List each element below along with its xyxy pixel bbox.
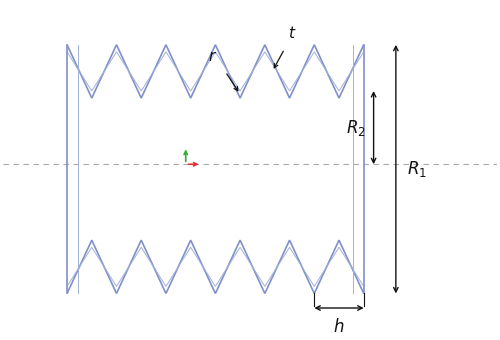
Text: $R_1$: $R_1$ — [406, 159, 426, 179]
Text: $R_2$: $R_2$ — [346, 118, 366, 138]
Text: $r$: $r$ — [208, 49, 218, 64]
Text: $t$: $t$ — [288, 25, 296, 41]
Text: $h$: $h$ — [334, 318, 344, 336]
